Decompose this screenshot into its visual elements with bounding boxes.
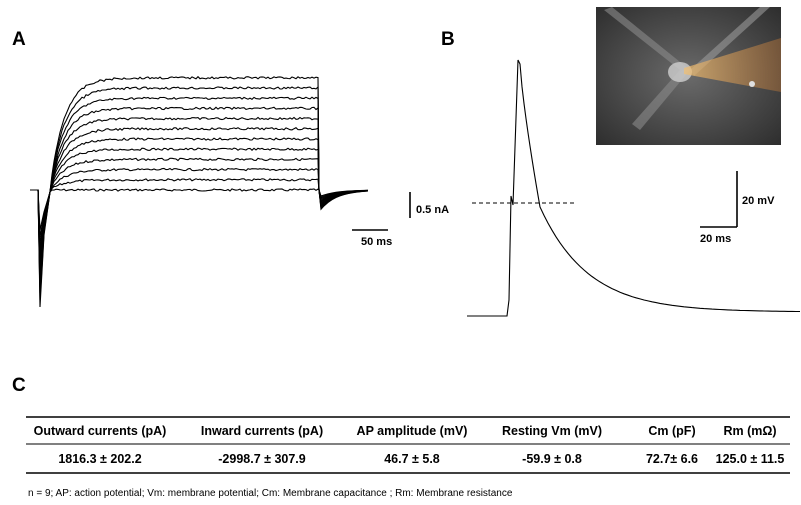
scale-label: 20 ms <box>700 233 731 245</box>
table-cell: 72.7± 6.6 <box>646 452 698 466</box>
table-header: Inward currents (pA) <box>201 424 323 438</box>
panel-label: C <box>12 375 26 396</box>
table-cell: 46.7 ± 5.8 <box>384 452 440 466</box>
scale-label: 20 mV <box>742 195 775 207</box>
current-trace <box>30 127 369 273</box>
current-trace <box>30 147 369 259</box>
current-trace <box>30 85 369 301</box>
current-trace <box>30 137 369 266</box>
table-header: Resting Vm (mV) <box>502 424 602 438</box>
current-trace <box>30 167 369 245</box>
table: Outward currents (pA) Inward currents (pA… <box>34 424 785 466</box>
table-header: Cm (pF) <box>648 424 695 438</box>
table-header: AP amplitude (mV) <box>357 424 468 438</box>
scale-bar <box>352 171 738 231</box>
scale-label: 50 ms <box>361 236 392 248</box>
current-trace <box>30 75 369 308</box>
table-cell: 1816.3 ± 202.2 <box>58 452 141 466</box>
table-cell: -59.9 ± 0.8 <box>522 452 582 466</box>
scale-label: 0.5 nA <box>416 204 449 216</box>
table-cell: 125.0 ± 11.5 <box>716 452 785 466</box>
current-traces <box>30 75 369 308</box>
table-header: Outward currents (pA) <box>34 424 167 438</box>
current-trace <box>30 188 369 231</box>
current-trace <box>30 106 369 287</box>
action-potential-trace <box>467 59 800 317</box>
table-rule <box>26 416 790 474</box>
table-cell: -2998.7 ± 307.9 <box>218 452 306 466</box>
table-header: Rm (mΩ) <box>723 424 776 438</box>
current-trace <box>30 178 369 238</box>
current-trace <box>30 96 369 294</box>
current-trace <box>30 157 369 252</box>
panel-label: B <box>441 29 455 50</box>
footnote: n = 9; AP: action potential; Vm: membran… <box>28 488 513 499</box>
micrograph <box>596 7 781 145</box>
panel-label: A <box>12 29 26 50</box>
current-trace <box>30 116 369 280</box>
